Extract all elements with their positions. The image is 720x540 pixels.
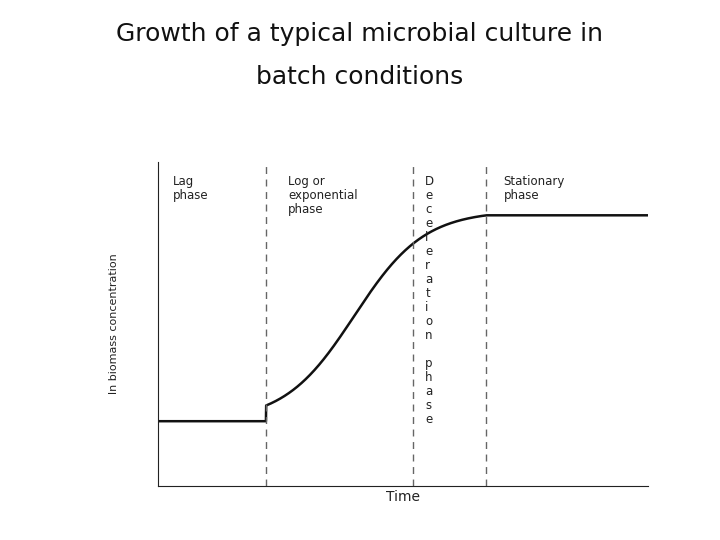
Text: Log or
exponential
phase: Log or exponential phase <box>288 175 358 216</box>
Text: D
e
c
e
l
e
r
a
t
i
o
n
 
p
h
a
s
e: D e c e l e r a t i o n p h a s e <box>426 175 434 426</box>
X-axis label: Time: Time <box>386 490 420 504</box>
Text: batch conditions: batch conditions <box>256 65 464 89</box>
Text: Growth of a typical microbial culture in: Growth of a typical microbial culture in <box>117 22 603 45</box>
Text: Lag
phase: Lag phase <box>173 175 209 202</box>
Text: ln biomass concentration: ln biomass concentration <box>109 254 120 394</box>
Text: Stationary
phase: Stationary phase <box>503 175 565 202</box>
